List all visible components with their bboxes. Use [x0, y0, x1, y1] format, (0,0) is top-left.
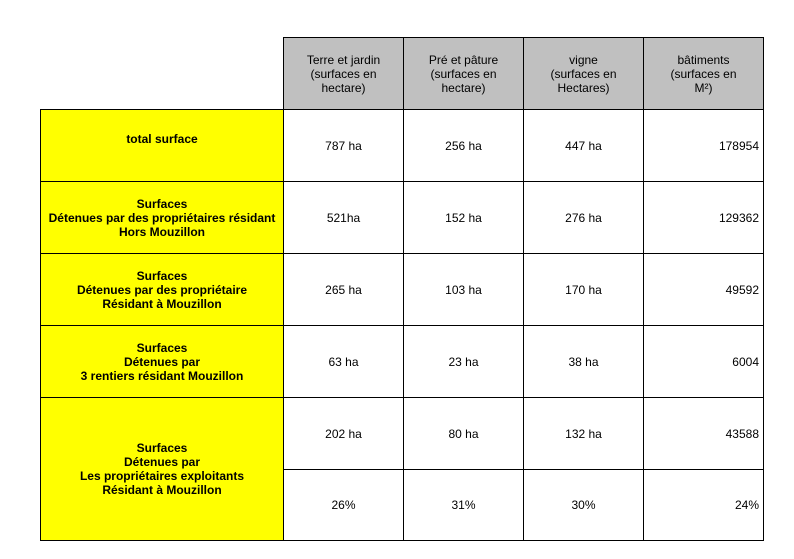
cell-hors-batiments: 129362 — [643, 181, 764, 254]
cell-hors-terre: 521ha — [283, 181, 404, 254]
cell-percent-pre: 31% — [403, 469, 524, 541]
header-terre-jardin: Terre et jardin (surfaces en hectare) — [283, 37, 404, 110]
cell-rentiers-terre: 63 ha — [283, 325, 404, 398]
cell-total-terre: 787 ha — [283, 109, 404, 182]
cell-residant-vigne: 170 ha — [523, 253, 644, 326]
cell-residant-pre: 103 ha — [403, 253, 524, 326]
cell-total-vigne: 447 ha — [523, 109, 644, 182]
cell-exploitants-vigne: 132 ha — [523, 397, 644, 470]
cell-hors-vigne: 276 ha — [523, 181, 644, 254]
cell-rentiers-vigne: 38 ha — [523, 325, 644, 398]
cell-exploitants-batiments: 43588 — [643, 397, 764, 470]
row-label-total-surface: total surface — [40, 109, 284, 182]
header-batiments: bâtiments (surfaces en M²) — [643, 37, 764, 110]
cell-percent-batiments: 24% — [643, 469, 764, 541]
header-vigne: vigne (surfaces en Hectares) — [523, 37, 644, 110]
cell-rentiers-pre: 23 ha — [403, 325, 524, 398]
cell-total-pre: 256 ha — [403, 109, 524, 182]
row-label-residant-mouzillon: Surfaces Détenues par des propriétaire R… — [40, 253, 284, 326]
row-label-rentiers: Surfaces Détenues par 3 rentiers résidan… — [40, 325, 284, 398]
cell-total-batiments: 178954 — [643, 109, 764, 182]
cell-rentiers-batiments: 6004 — [643, 325, 764, 398]
cell-exploitants-pre: 80 ha — [403, 397, 524, 470]
cell-percent-vigne: 30% — [523, 469, 644, 541]
row-label-exploitants: Surfaces Détenues par Les propriétaires … — [40, 397, 284, 541]
row-label-hors-mouzillon: Surfaces Détenues par des propriétaires … — [40, 181, 284, 254]
header-pre-pature: Pré et pâture (surfaces en hectare) — [403, 37, 524, 110]
cell-percent-terre: 26% — [283, 469, 404, 541]
cell-exploitants-terre: 202 ha — [283, 397, 404, 470]
cell-hors-pre: 152 ha — [403, 181, 524, 254]
cell-residant-batiments: 49592 — [643, 253, 764, 326]
cell-residant-terre: 265 ha — [283, 253, 404, 326]
surface-table: Terre et jardin (surfaces en hectare) Pr… — [40, 37, 764, 541]
